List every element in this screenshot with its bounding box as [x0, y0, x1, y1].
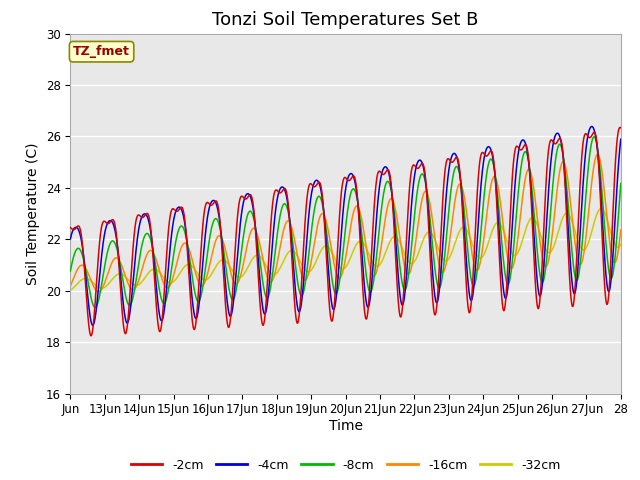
Text: TZ_fmet: TZ_fmet: [73, 45, 130, 58]
Title: Tonzi Soil Temperatures Set B: Tonzi Soil Temperatures Set B: [212, 11, 479, 29]
Y-axis label: Soil Temperature (C): Soil Temperature (C): [26, 143, 40, 285]
X-axis label: Time: Time: [328, 419, 363, 433]
Legend: -2cm, -4cm, -8cm, -16cm, -32cm: -2cm, -4cm, -8cm, -16cm, -32cm: [126, 454, 565, 477]
